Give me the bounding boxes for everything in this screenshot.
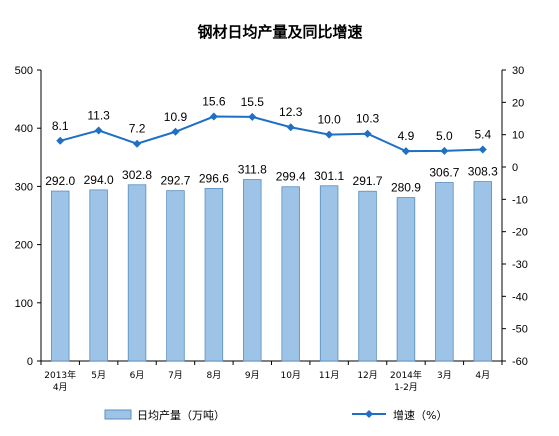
legend-swatch-bar (104, 409, 132, 420)
line-marker (440, 146, 449, 155)
bar (204, 187, 224, 362)
bar-value-label: 294.0 (84, 173, 114, 187)
bar-value-label: 301.1 (314, 169, 344, 183)
bar (435, 182, 454, 362)
x-category-label: 3月 (437, 370, 452, 381)
right-tick-label: 10 (512, 130, 524, 142)
x-category-label: 2013年 (44, 369, 76, 381)
bar (319, 185, 339, 362)
line-marker (209, 112, 218, 121)
left-tick-label: 0 (27, 356, 33, 368)
line-value-label: 11.3 (87, 108, 110, 122)
chart-title: 钢材日均产量及同比增速 (197, 23, 362, 41)
line-marker (171, 127, 180, 136)
bar-data-labels: 292.0 294.0 302.8 292.7 296.6 311.8 299.4 301.1… (45, 163, 498, 195)
bar-value-label: 292.0 (45, 174, 75, 188)
bar-value-label: 280.9 (391, 181, 421, 195)
x-category-label: 6月 (130, 370, 145, 381)
x-category-label: 4月 (475, 370, 490, 381)
bar-value-label: 291.7 (353, 174, 383, 188)
bar-value-label: 302.8 (122, 168, 152, 182)
line-data-labels: 8.1 11.3 7.2 10.9 15.6 15.5 12.3 10.0 10.3 4.9 5.0… (52, 95, 492, 144)
left-y-ticks: 0 100 200 300 400 500 (15, 65, 41, 368)
legend: 日均产量（万吨） 增速（%） (104, 408, 447, 422)
bar-value-label: 308.3 (468, 165, 498, 179)
bar (281, 186, 300, 362)
right-tick-label: -40 (512, 291, 528, 303)
x-category-label: 8月 (207, 370, 222, 381)
line-marker (133, 139, 142, 148)
x-category-label: 5月 (91, 370, 106, 381)
line-value-label: 10.3 (356, 112, 380, 126)
legend-swatch-marker (365, 410, 373, 418)
right-tick-label: -20 (512, 227, 528, 239)
bar-value-label: 292.7 (160, 174, 190, 188)
line-value-label: 15.5 (241, 95, 265, 109)
left-tick-label: 500 (15, 65, 33, 77)
bar (89, 189, 108, 362)
line-value-label: 5.0 (436, 129, 453, 143)
axes (40, 70, 503, 365)
bar (50, 190, 70, 362)
line-value-label: 10.0 (317, 113, 341, 127)
bar-series (50, 179, 493, 362)
line-marker (363, 129, 372, 138)
bar (166, 190, 185, 362)
bar (396, 197, 416, 362)
left-tick-label: 200 (15, 240, 33, 252)
line-value-label: 15.6 (202, 95, 226, 109)
bar (473, 181, 493, 362)
right-y-ticks: 30 20 10 0 -10 -20 -30 -40 -50 -60 (502, 65, 528, 368)
left-tick-label: 400 (15, 123, 33, 135)
line-value-label: 7.2 (129, 122, 146, 136)
x-category-label: 9月 (245, 370, 260, 381)
line-marker (325, 130, 334, 139)
line-value-label: 4.9 (398, 129, 415, 143)
legend-label-bar: 日均产量（万吨） (137, 408, 225, 422)
line-value-label: 8.1 (52, 119, 69, 133)
right-tick-label: -50 (512, 324, 528, 336)
x-category-label: 4月 (53, 382, 68, 393)
bar (358, 190, 377, 362)
line-marker (248, 112, 257, 121)
x-category-label: 2014年 (390, 369, 422, 381)
right-tick-label: 20 (512, 97, 524, 109)
line-marker (94, 126, 103, 135)
bar (127, 184, 147, 362)
line-marker (478, 145, 487, 154)
bar (243, 179, 262, 362)
line-marker (56, 136, 65, 145)
line-value-label: 10.9 (164, 110, 188, 124)
right-tick-label: 30 (512, 65, 524, 77)
right-tick-label: -60 (512, 356, 528, 368)
x-category-label: 12月 (357, 370, 377, 381)
right-tick-label: -10 (512, 194, 528, 206)
line-marker (286, 123, 295, 132)
bar-value-label: 296.6 (199, 171, 229, 185)
growth-line (59, 115, 483, 153)
right-tick-label: 0 (512, 162, 518, 174)
bar-value-label: 306.7 (429, 166, 459, 180)
bar-value-label: 299.4 (276, 170, 306, 184)
left-tick-label: 100 (15, 298, 33, 310)
line-series (56, 112, 487, 156)
left-tick-label: 300 (15, 181, 33, 193)
legend-label-line: 增速（%） (393, 408, 447, 422)
line-marker (401, 147, 410, 156)
line-value-label: 12.3 (279, 105, 303, 119)
x-category-label: 11月 (319, 370, 339, 381)
x-category-label: 10月 (280, 370, 300, 381)
x-category-label: 1-2月 (394, 382, 418, 393)
right-tick-label: -30 (512, 259, 528, 271)
x-category-label: 7月 (168, 370, 183, 381)
line-value-label: 5.4 (474, 128, 491, 142)
bar-value-label: 311.8 (238, 163, 267, 177)
